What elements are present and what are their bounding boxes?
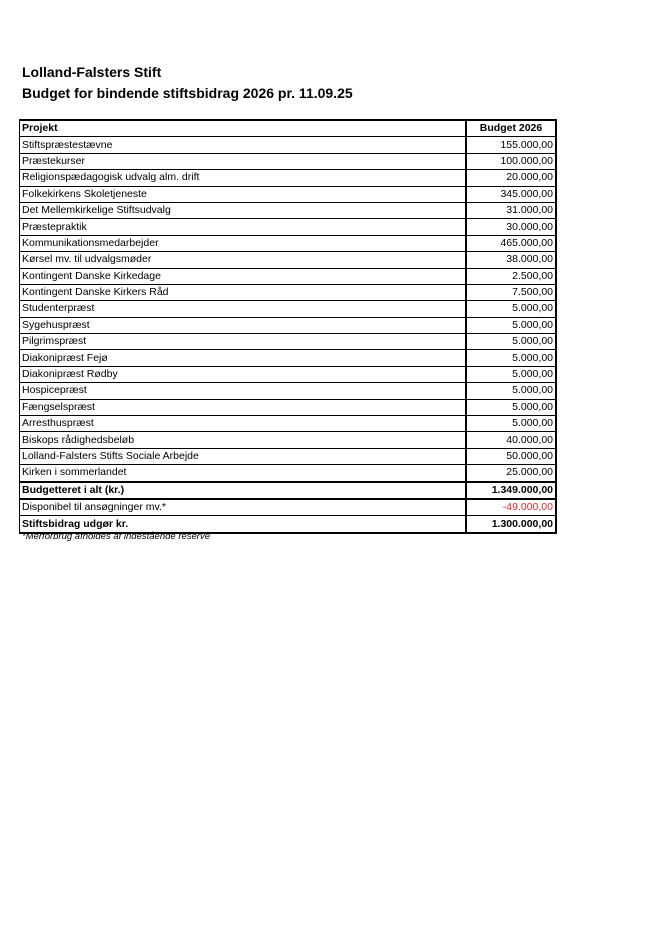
project-cell: Det Mellemkirkelige Stiftsudvalg — [19, 201, 467, 220]
contribution-row: Stiftsbidrag udgør kr. 1.300.000,00 — [19, 515, 557, 534]
table-row: Kommunikationsmedarbejder 465.000,00 — [19, 234, 557, 253]
amount-cell: 50.000,00 — [465, 447, 557, 466]
project-cell: Præstekurser — [19, 152, 467, 171]
document-title: Lolland-Falsters Stift — [22, 64, 162, 80]
amount-cell: 100.000,00 — [465, 152, 557, 171]
project-cell: Stiftspræstestævne — [19, 136, 467, 154]
amount-cell: 1.349.000,00 — [465, 480, 557, 501]
amount-cell: 5.000,00 — [465, 415, 557, 433]
project-cell: Pilgrimspræst — [19, 333, 467, 351]
available-row: Disponibel til ansøgninger mv.* -49.000,0… — [19, 498, 557, 517]
table-row: Kirken i sommerlandet 25.000,00 — [19, 464, 557, 483]
amount-cell: 20.000,00 — [465, 169, 557, 187]
project-cell: Stiftsbidrag udgør kr. — [19, 515, 467, 534]
amount-cell: 31.000,00 — [465, 201, 557, 220]
amount-cell: 465.000,00 — [465, 234, 557, 253]
project-cell: Religionspædagogisk udvalg alm. drift — [19, 169, 467, 187]
project-cell: Diakonipræst Rødby — [19, 365, 467, 384]
amount-cell: 5.000,00 — [465, 333, 557, 351]
project-cell: Budgetteret i alt (kr.) — [19, 480, 467, 501]
footnote: *Merforbrug afholdes af indestående rese… — [22, 531, 211, 542]
amount-cell: 5.000,00 — [465, 398, 557, 417]
amount-cell: 1.300.000,00 — [465, 515, 557, 534]
table-row: Folkekirkens Skoletjeneste 345.000,00 — [19, 185, 557, 203]
table-row: Præstekurser 100.000,00 — [19, 152, 557, 171]
table-row: Arresthuspræst 5.000,00 — [19, 415, 557, 433]
table-row: Præstepraktik 30.000,00 — [19, 218, 557, 236]
project-cell: Fængselspræst — [19, 398, 467, 417]
table-row: Hospicepræst 5.000,00 — [19, 382, 557, 400]
amount-cell: 7.500,00 — [465, 283, 557, 302]
table-row: Diakonipræst Rødby 5.000,00 — [19, 365, 557, 384]
table-row: Det Mellemkirkelige Stiftsudvalg 31.000,0… — [19, 201, 557, 220]
project-cell: Kirken i sommerlandet — [19, 464, 467, 483]
table-row: Biskops rådighedsbeløb 40.000,00 — [19, 431, 557, 449]
document-subtitle: Budget for bindende stiftsbidrag 2026 pr… — [22, 85, 353, 101]
project-cell: Præstepraktik — [19, 218, 467, 236]
table-row: Stiftspræstestævne 155.000,00 — [19, 136, 557, 154]
table-header-row: Projekt Budget 2026 — [19, 119, 557, 138]
amount-cell: 40.000,00 — [465, 431, 557, 449]
table-row: Fængselspræst 5.000,00 — [19, 398, 557, 417]
table-row: Sygehuspræst 5.000,00 — [19, 316, 557, 335]
project-cell: Diakonipræst Fejø — [19, 349, 467, 367]
project-cell: Arresthuspræst — [19, 415, 467, 433]
amount-cell: 25.000,00 — [465, 464, 557, 483]
table-row: Kontingent Danske Kirkedage 2.500,00 — [19, 267, 557, 285]
table-row: Religionspædagogisk udvalg alm. drift 20.… — [19, 169, 557, 187]
project-cell: Kørsel mv. til udvalgsmøder — [19, 251, 467, 269]
amount-cell: 5.000,00 — [465, 316, 557, 335]
table-row: Diakonipræst Fejø 5.000,00 — [19, 349, 557, 367]
header-project: Projekt — [19, 119, 467, 138]
table-row: Kontingent Danske Kirkers Råd 7.500,00 — [19, 283, 557, 302]
project-cell: Studenterpræst — [19, 300, 467, 318]
amount-cell: 5.000,00 — [465, 349, 557, 367]
project-cell: Hospicepræst — [19, 382, 467, 400]
amount-cell: 2.500,00 — [465, 267, 557, 285]
table-row: Pilgrimspræst 5.000,00 — [19, 333, 557, 351]
header-budget: Budget 2026 — [465, 119, 557, 138]
amount-cell: 5.000,00 — [465, 382, 557, 400]
project-cell: Lolland-Falsters Stifts Sociale Arbejde — [19, 447, 467, 466]
amount-cell: 38.000,00 — [465, 251, 557, 269]
project-cell: Sygehuspræst — [19, 316, 467, 335]
table-row: Kørsel mv. til udvalgsmøder 38.000,00 — [19, 251, 557, 269]
table-row: Lolland-Falsters Stifts Sociale Arbejde 5… — [19, 447, 557, 466]
project-cell: Biskops rådighedsbeløb — [19, 431, 467, 449]
amount-cell: 155.000,00 — [465, 136, 557, 154]
amount-cell: 345.000,00 — [465, 185, 557, 203]
project-cell: Kommunikationsmedarbejder — [19, 234, 467, 253]
amount-cell: 5.000,00 — [465, 365, 557, 384]
total-row: Budgetteret i alt (kr.) 1.349.000,00 — [19, 480, 557, 501]
project-cell: Kontingent Danske Kirkers Råd — [19, 283, 467, 302]
budget-table: Projekt Budget 2026 Stiftspræstestævne 15… — [19, 119, 557, 534]
project-cell: Kontingent Danske Kirkedage — [19, 267, 467, 285]
amount-cell: -49.000,00 — [465, 498, 557, 517]
table-row: Studenterpræst 5.000,00 — [19, 300, 557, 318]
amount-cell: 5.000,00 — [465, 300, 557, 318]
project-cell: Folkekirkens Skoletjeneste — [19, 185, 467, 203]
project-cell: Disponibel til ansøgninger mv.* — [19, 498, 467, 517]
amount-cell: 30.000,00 — [465, 218, 557, 236]
